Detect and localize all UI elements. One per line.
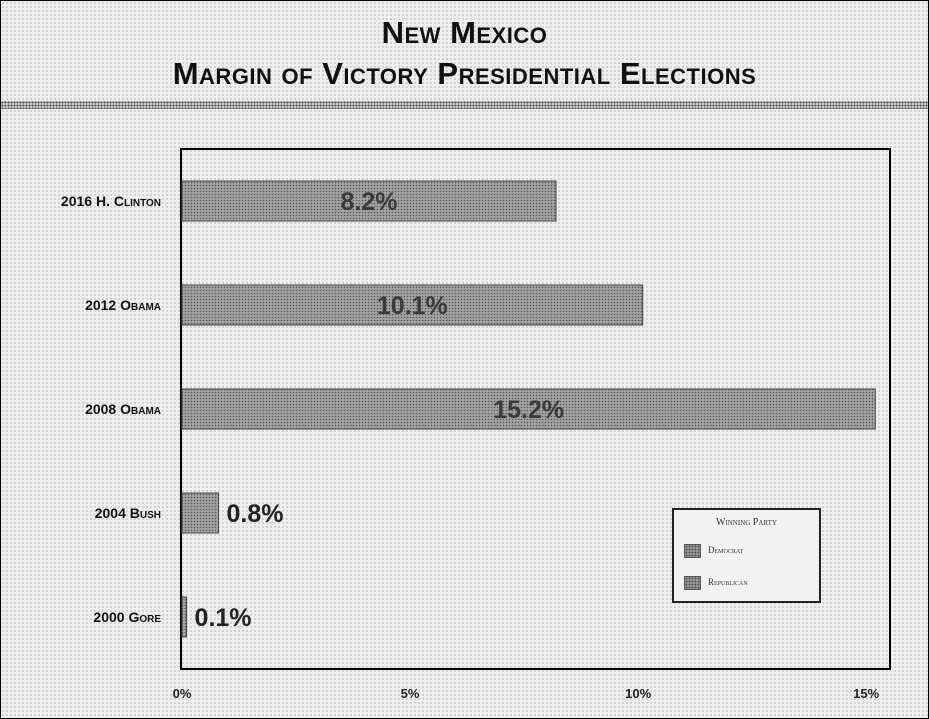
bar: [181, 180, 557, 222]
bar: [181, 492, 219, 534]
x-tick-label: 15%: [853, 686, 879, 701]
category-label: 2000 Gore: [93, 609, 161, 625]
category-label: 2016 H. Clinton: [61, 193, 161, 209]
data-label: 0.1%: [195, 604, 252, 632]
legend: Winning Party Democrat Republican: [672, 508, 821, 603]
title-band: New Mexico Margin of Victory Presidentia…: [1, 1, 928, 101]
chart-title: New Mexico: [381, 15, 548, 50]
plot-area: [180, 148, 891, 670]
category-label: 2004 Bush: [95, 505, 161, 521]
legend-swatch-republican: [684, 576, 701, 590]
bar: [181, 284, 644, 326]
bar: [181, 596, 188, 638]
category-label: 2012 Obama: [85, 297, 161, 313]
title-divider: [1, 101, 928, 109]
legend-swatch-democrat: [684, 544, 701, 558]
data-label: 15.2%: [493, 396, 564, 424]
legend-label-republican: Republican: [708, 577, 748, 587]
x-tick-label: 10%: [625, 686, 651, 701]
x-tick-label: 0%: [173, 686, 192, 701]
data-label: 10.1%: [377, 292, 448, 320]
data-label: 8.2%: [341, 188, 398, 216]
legend-label-democrat: Democrat: [708, 545, 744, 555]
chart-subtitle: Margin of Victory Presidential Elections: [172, 56, 757, 91]
bar: [181, 388, 876, 430]
x-tick-label: 5%: [401, 686, 420, 701]
data-label: 0.8%: [226, 500, 283, 528]
legend-title: Winning Party: [715, 517, 778, 528]
category-label: 2008 Obama: [85, 401, 161, 417]
